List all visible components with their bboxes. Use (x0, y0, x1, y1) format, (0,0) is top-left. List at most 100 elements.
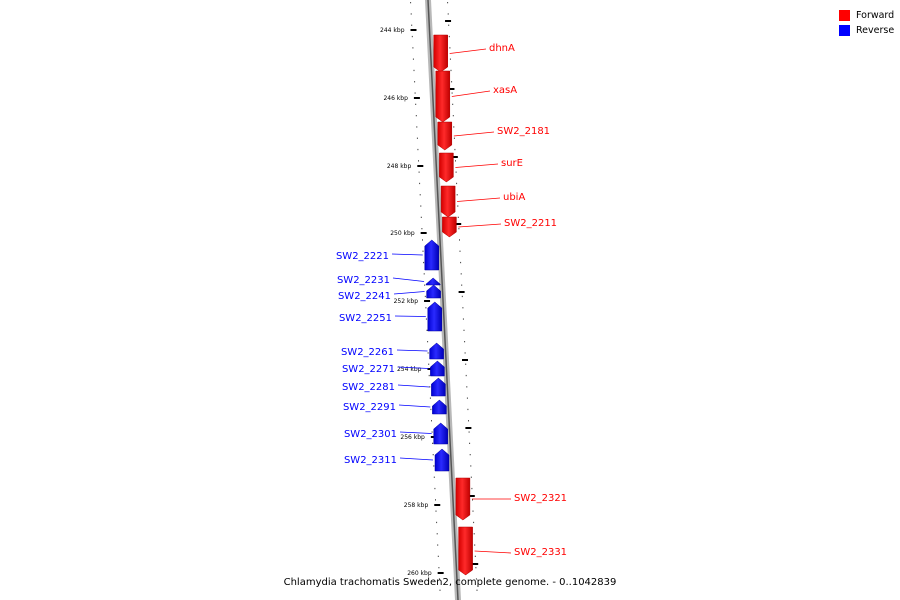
minor-tick (469, 454, 471, 456)
gene-arrow-sw2-2251[interactable] (427, 301, 443, 332)
minor-tick (458, 228, 460, 230)
label-leader (455, 163, 499, 168)
minor-tick (414, 92, 416, 94)
gene-label: SW2_2321 (514, 493, 567, 504)
minor-tick (450, 69, 452, 72)
label-leader (458, 223, 502, 228)
minor-tick (432, 454, 434, 456)
gene-arrow-sure[interactable] (439, 152, 454, 183)
minor-tick (451, 81, 453, 83)
legend-item-reverse: Reverse (839, 23, 894, 38)
minor-tick (418, 160, 419, 162)
minor-tick (436, 521, 438, 524)
backbone (427, 0, 459, 600)
legend-forward-label: Forward (856, 10, 895, 21)
minor-tick (447, 13, 449, 15)
gene-arrow-sw2-2321[interactable] (455, 477, 471, 521)
gene-arrow-sw2-2311[interactable] (434, 448, 450, 472)
forward-swatch (839, 10, 850, 21)
gene-arrow-sw2-2211[interactable] (442, 216, 457, 238)
gene-label: SW2_2281 (342, 382, 395, 393)
minor-tick (415, 115, 417, 117)
minor-tick (424, 295, 426, 298)
minor-tick (465, 363, 467, 365)
gene-label: SW2_2251 (339, 313, 392, 324)
minor-tick (454, 148, 456, 151)
minor-tick (462, 307, 464, 309)
gene-arrow-sw2-2291[interactable] (432, 399, 447, 415)
minor-tick (423, 261, 425, 264)
minor-tick (433, 465, 435, 467)
label-leader (449, 48, 487, 54)
gene-label: SW2_2181 (497, 126, 550, 137)
gene-arrow-sw2-2331[interactable] (458, 526, 473, 576)
minor-tick (422, 250, 424, 252)
gene-label: SW2_2311 (344, 455, 397, 466)
gene-arrow-sw2-2271[interactable] (430, 360, 445, 377)
minor-tick (474, 555, 476, 557)
gene-arrow-sw2-2231[interactable] (425, 277, 441, 286)
minor-tick (471, 487, 473, 490)
minor-tick (433, 476, 435, 478)
minor-tick (456, 194, 458, 196)
gene-label: SW2_2241 (338, 291, 391, 302)
minor-tick (473, 521, 475, 524)
minor-tick (435, 510, 437, 512)
gene-arrow-sw2-2181[interactable] (437, 121, 453, 151)
label-leader (397, 366, 429, 369)
minor-tick (463, 329, 465, 331)
minor-tick (437, 544, 439, 546)
minor-tick (466, 386, 468, 388)
minor-tick (432, 442, 434, 444)
label-leader (391, 253, 423, 256)
label-leader (474, 550, 512, 554)
gene-label: SW2_2261 (341, 347, 394, 358)
minor-tick (464, 341, 466, 343)
minor-tick (449, 58, 451, 60)
gene-arrow-ubia[interactable] (440, 185, 456, 218)
gene-label: surE (501, 158, 523, 169)
minor-tick (455, 160, 456, 162)
tick-label: 252 kbp (394, 298, 419, 305)
gene-label: SW2_2211 (504, 218, 557, 229)
label-leader (394, 315, 426, 317)
label-leader (398, 404, 431, 408)
gene-label: ubiA (503, 192, 525, 203)
minor-tick (419, 182, 421, 185)
minor-tick (461, 284, 463, 286)
gene-arrow-sw2-2241[interactable] (426, 284, 441, 299)
minor-tick (430, 408, 432, 411)
tick-label: 244 kbp (380, 27, 405, 34)
gene-arrow-sw2-2221[interactable] (424, 239, 440, 271)
minor-tick (423, 273, 425, 275)
minor-tick (428, 363, 430, 365)
gene-arrow-sw2-2261[interactable] (429, 342, 444, 360)
minor-tick (413, 69, 415, 72)
minor-tick (470, 465, 472, 467)
gene-label: SW2_2291 (343, 402, 396, 413)
minor-tick (448, 24, 450, 26)
minor-tick (452, 115, 454, 117)
gene-arrow-sw2-2281[interactable] (431, 377, 446, 397)
gene-label: dhnA (489, 43, 515, 54)
minor-tick (476, 589, 478, 591)
minor-tick (420, 216, 422, 218)
minor-tick (436, 533, 438, 535)
tick-label: 260 kbp (407, 570, 432, 577)
minor-tick (437, 555, 439, 557)
gene-arrow-sw2-2301[interactable] (433, 422, 448, 445)
reverse-swatch (839, 25, 850, 36)
gene-arrow-xasa[interactable] (435, 70, 451, 123)
minor-tick (472, 499, 473, 501)
minor-tick (462, 318, 464, 320)
minor-tick (434, 487, 436, 490)
minor-tick (459, 239, 460, 241)
minor-tick (456, 182, 458, 185)
minor-tick (429, 386, 431, 388)
gene-arrow-dhna[interactable] (433, 34, 448, 73)
minor-tick (427, 341, 429, 343)
minor-tick (453, 126, 455, 128)
minor-tick (422, 239, 423, 241)
tick-label: 258 kbp (404, 502, 429, 509)
label-leader (393, 291, 425, 295)
